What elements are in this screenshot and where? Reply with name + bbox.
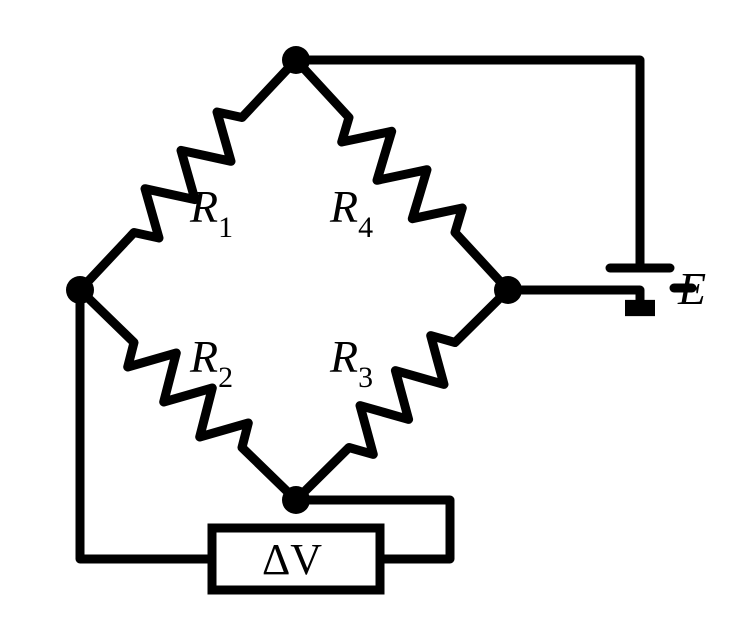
label-meter: ΔV	[262, 534, 322, 585]
label-battery: E	[678, 262, 706, 315]
label-r1: R1	[190, 180, 233, 240]
label-r3: R3	[330, 330, 373, 390]
wheatstone-bridge-diagram	[0, 0, 744, 624]
node-right	[494, 276, 522, 304]
resistor-r2	[80, 290, 296, 500]
label-r4: R4	[330, 180, 373, 240]
resistor-r4	[296, 60, 508, 290]
resistor-r3	[296, 290, 508, 500]
node-bottom	[282, 486, 310, 514]
node-top	[282, 46, 310, 74]
resistor-r1	[80, 60, 296, 290]
label-r2: R2	[190, 330, 233, 390]
wire-battery-to-right	[508, 290, 640, 308]
node-left	[66, 276, 94, 304]
